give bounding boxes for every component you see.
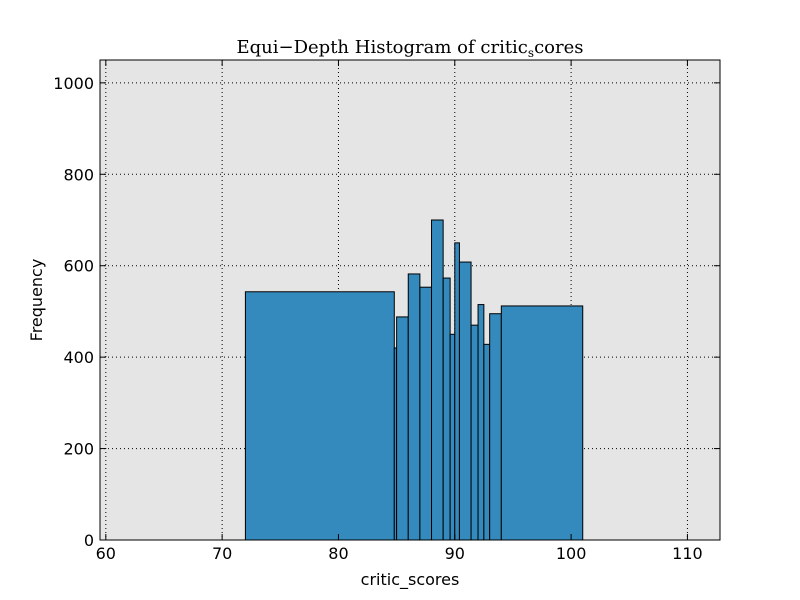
histogram-bar xyxy=(419,286,433,541)
y-tick-label: 400 xyxy=(63,348,94,367)
x-tick-label: 100 xyxy=(556,544,587,563)
histogram-bar xyxy=(396,316,409,541)
y-tick-label: 1000 xyxy=(53,74,94,93)
ticks: 60 70 80 90 100 110 0 200 400 600 800 1000 xyxy=(53,60,720,563)
bars xyxy=(244,219,584,541)
chart-title-subscript: s xyxy=(528,46,534,60)
x-tick-label: 70 xyxy=(212,544,232,563)
histogram-bar xyxy=(489,313,502,541)
chart-title: Equi−Depth Histogram of criticscores xyxy=(237,37,584,60)
y-tick-label: 200 xyxy=(63,440,94,459)
histogram-bar xyxy=(454,242,460,541)
histogram-bar xyxy=(431,219,444,541)
chart-title-main: Equi−Depth Histogram of critic xyxy=(237,37,528,58)
histogram-bar xyxy=(500,305,584,541)
histogram-bar xyxy=(442,277,451,541)
histogram-bar xyxy=(458,261,472,541)
histogram-bar xyxy=(470,324,479,541)
x-axis-label: critic_scores xyxy=(361,570,460,590)
y-tick-label: 600 xyxy=(63,257,94,276)
y-axis-label: Frequency xyxy=(27,259,46,342)
y-tick-label: 0 xyxy=(84,531,94,550)
x-tick-label: 80 xyxy=(328,544,348,563)
histogram-bar xyxy=(244,291,395,541)
x-tick-label: 110 xyxy=(672,544,703,563)
histogram-bar xyxy=(483,343,491,541)
histogram-bar xyxy=(407,273,421,541)
histogram-bar xyxy=(477,304,485,541)
x-tick-label: 90 xyxy=(445,544,465,563)
y-tick-label: 800 xyxy=(63,165,94,184)
plot-frame xyxy=(99,59,721,541)
x-tick-label: 60 xyxy=(96,544,116,563)
chart-title-end: cores xyxy=(534,37,583,58)
histogram-bar xyxy=(449,333,456,541)
